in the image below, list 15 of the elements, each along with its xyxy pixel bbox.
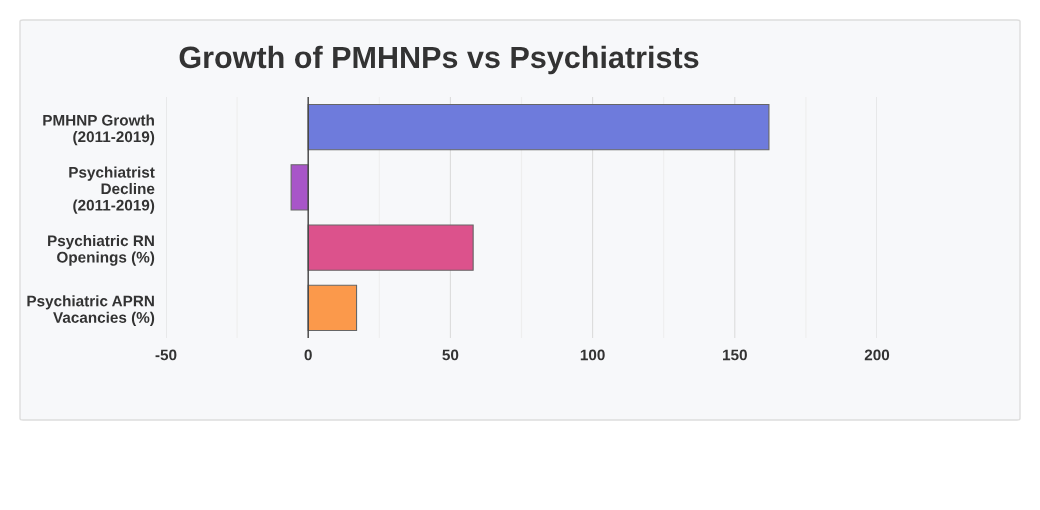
y-tick-label: PMHNP Growth (2011-2019) bbox=[43, 114, 155, 146]
y-tick-label: Psychiatric RN Openings (%) bbox=[48, 234, 155, 266]
x-tick-label: -50 bbox=[155, 349, 177, 361]
x-tick-label: 100 bbox=[580, 349, 605, 361]
bar bbox=[307, 224, 474, 271]
x-tick-label: 150 bbox=[723, 349, 747, 361]
chart-title: Growth of PMHNPs vs Psychiatrists bbox=[179, 45, 699, 75]
x-tick-label: 200 bbox=[864, 349, 890, 361]
y-tick-label: Psychiatric APRN Vacancies (%) bbox=[27, 295, 155, 326]
bar bbox=[307, 103, 770, 151]
bar bbox=[307, 284, 358, 332]
y-tick-label: Psychiatrist Decline (2011-2019) bbox=[69, 166, 155, 214]
x-tick-label: 50 bbox=[442, 349, 459, 361]
x-tick-label: 0 bbox=[304, 349, 312, 361]
bar bbox=[290, 164, 309, 211]
